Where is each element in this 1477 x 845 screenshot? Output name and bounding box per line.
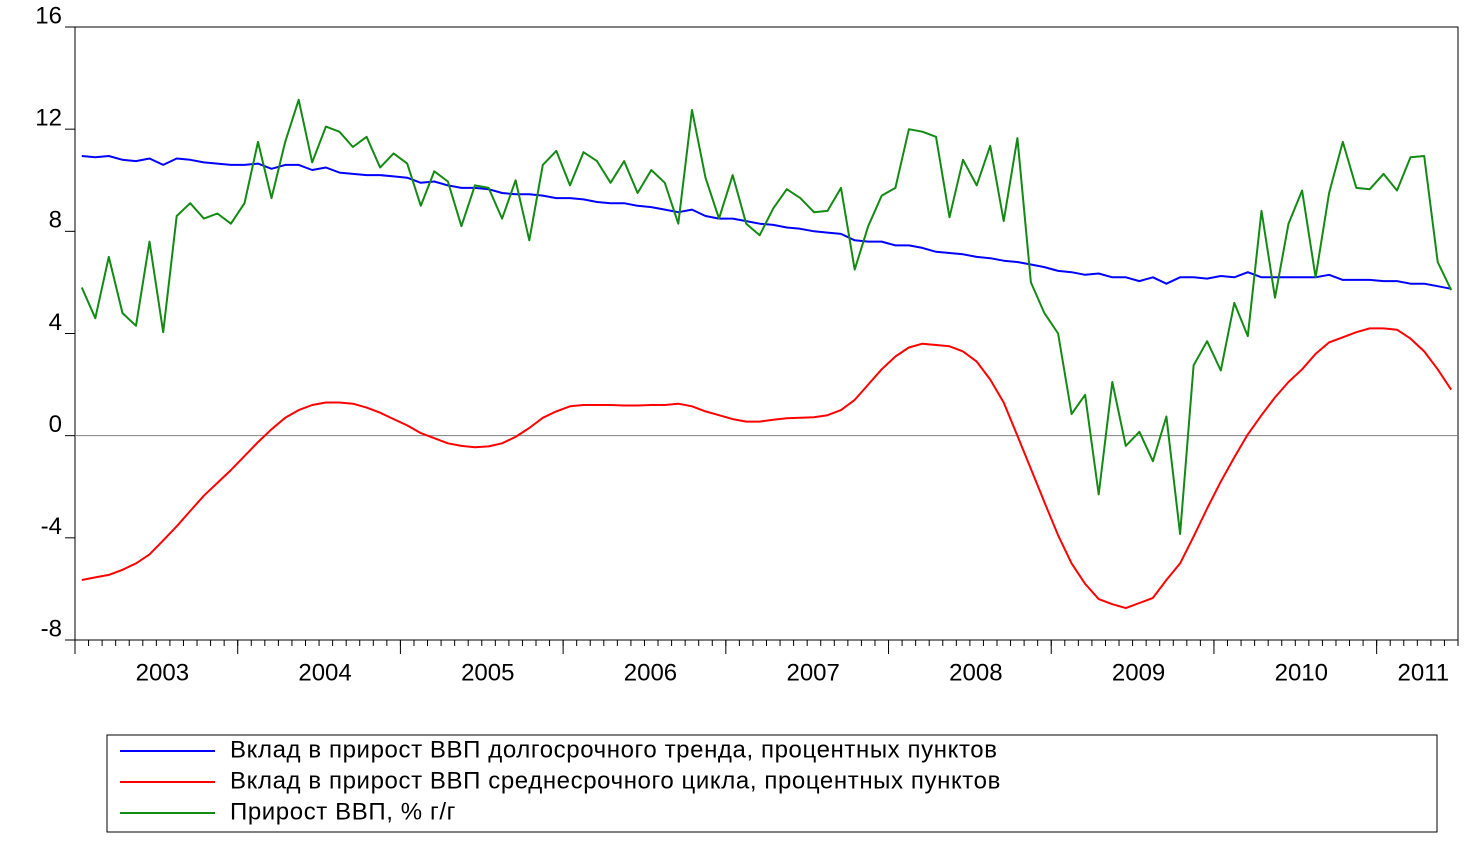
x-tick-label: 2007 — [786, 659, 839, 686]
x-tick-label: 2010 — [1275, 659, 1328, 686]
series-line — [81, 327, 1453, 610]
x-tick-label: 2008 — [949, 659, 1002, 686]
y-tick-label: 0 — [49, 411, 62, 438]
x-tick-label: 2006 — [624, 659, 677, 686]
series-line — [80, 98, 1453, 535]
y-tick-label: -4 — [41, 513, 62, 540]
x-tick-label: 2005 — [461, 659, 514, 686]
legend-label: Вклад в прирост ВВП долгосрочного тренда… — [230, 736, 998, 763]
legend-label: Вклад в прирост ВВП среднесрочного цикла… — [230, 767, 1001, 794]
y-tick-label: 16 — [35, 2, 62, 29]
x-tick-label: 2009 — [1112, 659, 1165, 686]
y-tick-label: -8 — [41, 615, 62, 642]
y-tick-label: 8 — [49, 207, 62, 234]
x-tick-label: 2003 — [136, 659, 189, 686]
y-tick-label: 4 — [49, 309, 62, 336]
series-line — [81, 155, 1452, 290]
x-tick-label: 2011 — [1398, 659, 1450, 686]
plot-frame — [74, 26, 1459, 641]
legend-label: Прирост ВВП, % г/г — [230, 798, 456, 825]
legend-box — [106, 734, 1438, 833]
x-tick-label: 2004 — [298, 659, 351, 686]
y-tick-label: 12 — [35, 105, 62, 132]
